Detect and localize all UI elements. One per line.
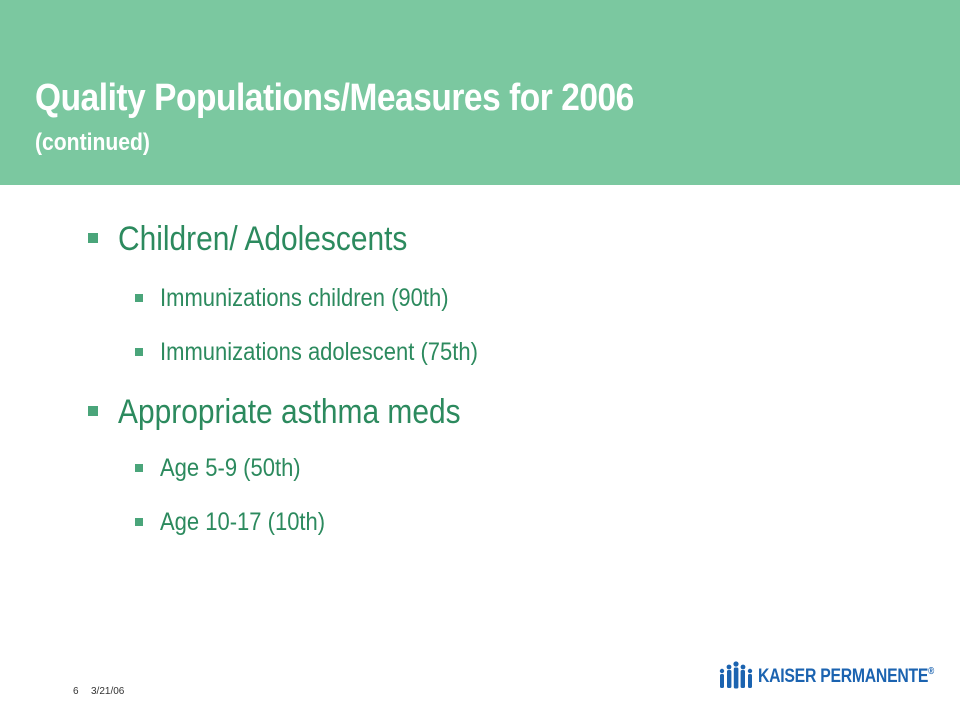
bullet-item-age-10-17: Age 10-17 (10th) (160, 508, 326, 536)
title-banner: Quality Populations/Measures for 2006 (c… (0, 0, 960, 185)
kaiser-permanente-logo: KAISER PERMANENTE® (718, 660, 935, 692)
slide-date: 3/21/06 (91, 686, 125, 697)
bullet-item-asthma-meds: Appropriate asthma meds (118, 393, 461, 431)
kp-people-icon (719, 661, 753, 689)
bullet-item-immunizations-adolescent: Immunizations adolescent (75th) (160, 338, 478, 366)
bullet-square-icon (135, 348, 143, 356)
bullet-square-icon (88, 406, 98, 416)
bullet-item-age-5-9: Age 5-9 (50th) (160, 454, 301, 482)
slide-title: Quality Populations/Measures for 2006 (35, 77, 634, 119)
slide-subtitle: (continued) (35, 129, 150, 156)
bullet-square-icon (88, 233, 98, 243)
logo-wordmark: KAISER PERMANENTE® (758, 666, 935, 687)
bullet-square-icon (135, 518, 143, 526)
bullet-item-children-adolescents: Children/ Adolescents (118, 220, 408, 258)
bullet-item-immunizations-children: Immunizations children (90th) (160, 284, 449, 312)
bullet-square-icon (135, 464, 143, 472)
page-number: 6 (73, 686, 79, 697)
bullet-square-icon (135, 294, 143, 302)
